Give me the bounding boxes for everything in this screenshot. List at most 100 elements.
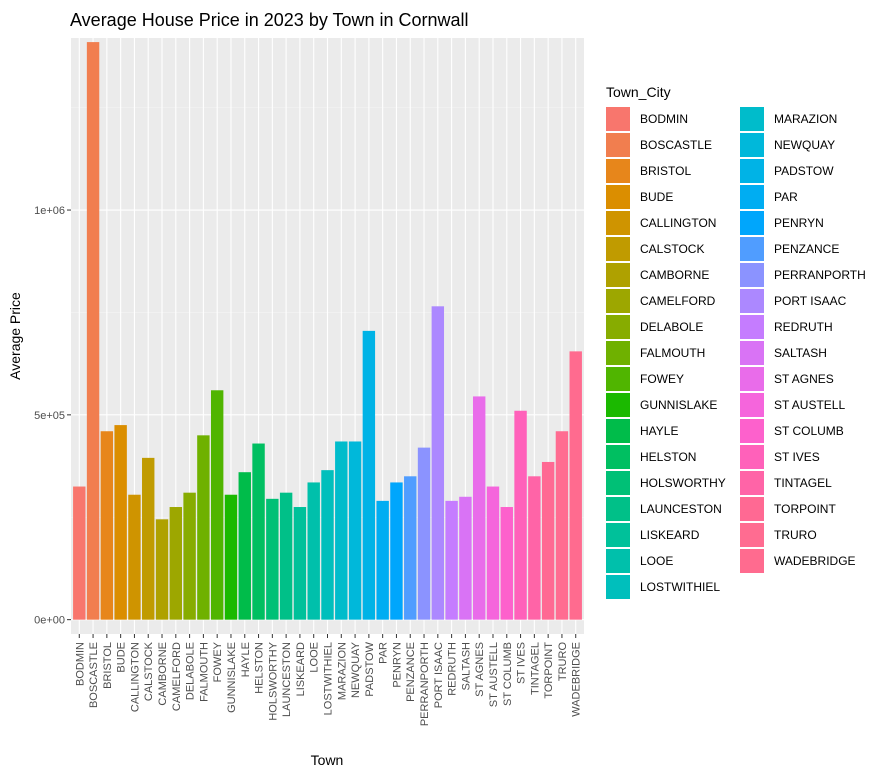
legend-swatch xyxy=(740,185,764,209)
bar-looe xyxy=(307,482,320,620)
legend-item-launceston: LAUNCESTON xyxy=(606,497,722,521)
legend-swatch xyxy=(740,419,764,443)
legend-swatch xyxy=(740,107,764,131)
x-tick-label: LOSTWITHIEL xyxy=(323,642,335,715)
legend-item-st-agnes: ST AGNES xyxy=(740,367,834,391)
legend-item-lostwithiel: LOSTWITHIEL xyxy=(606,575,720,599)
legend-label: TORPOINT xyxy=(774,502,836,516)
x-tick-label: MARAZION xyxy=(336,642,348,700)
y-axis: 0e+00 5e+05 1e+06 xyxy=(34,205,71,627)
legend-items: BODMIN BOSCASTLE BRISTOL BUDE CALLINGTON CALS… xyxy=(606,107,866,599)
legend-item-redruth: REDRUTH xyxy=(740,315,833,339)
x-tick-label: DELABOLE xyxy=(185,642,197,700)
legend-item-saltash: SALTASH xyxy=(740,341,827,365)
bar-perranporth xyxy=(417,447,431,620)
legend-swatch xyxy=(606,107,630,131)
x-tick-label: TRURO xyxy=(557,642,569,682)
legend-swatch xyxy=(606,263,630,287)
bar-torpoint xyxy=(541,461,555,620)
legend-swatch xyxy=(606,575,630,599)
legend-label: LOSTWITHIEL xyxy=(640,580,720,594)
legend-label: HOLSWORTHY xyxy=(640,476,726,490)
chart-title: Average House Price in 2023 by Town in C… xyxy=(70,10,469,30)
x-tick-label: BODMIN xyxy=(74,642,86,686)
bar-calstock xyxy=(142,457,155,620)
legend-swatch xyxy=(606,549,630,573)
bar-penzance xyxy=(404,476,417,620)
legend-item-par: PAR xyxy=(740,185,798,209)
legend-swatch xyxy=(740,341,764,365)
legend-swatch xyxy=(606,211,630,235)
x-tick-label: TINTAGEL xyxy=(529,642,541,695)
bar-bodmin xyxy=(73,486,86,620)
legend-label: CAMELFORD xyxy=(640,294,716,308)
x-tick-label: BOSCASTLE xyxy=(88,642,100,708)
legend-item-marazion: MARAZION xyxy=(740,107,837,131)
legend-item-st-austell: ST AUSTELL xyxy=(740,393,845,417)
legend: Town_City BODMIN BOSCASTLE BRISTOL BUDE CALL… xyxy=(606,84,866,599)
x-tick-label: ST AUSTELL xyxy=(488,642,500,707)
legend-swatch xyxy=(740,159,764,183)
x-tick-label: CAMBORNE xyxy=(157,642,169,706)
legend-item-gunnislake: GUNNISLAKE xyxy=(606,393,717,417)
bar-lostwithiel xyxy=(321,470,334,620)
legend-item-newquay: NEWQUAY xyxy=(740,133,835,157)
legend-item-camelford: CAMELFORD xyxy=(606,289,716,313)
legend-label: BUDE xyxy=(640,190,673,204)
x-tick-label: HELSTON xyxy=(254,642,266,694)
legend-swatch xyxy=(606,445,630,469)
x-tick-label: PERRANPORTH xyxy=(419,642,431,726)
legend-item-bodmin: BODMIN xyxy=(606,107,688,131)
legend-label: TRURO xyxy=(774,528,817,542)
legend-swatch xyxy=(606,367,630,391)
bar-truro xyxy=(555,431,569,620)
x-tick-label: GUNNISLAKE xyxy=(226,642,238,713)
bar-bude xyxy=(114,425,127,620)
legend-item-liskeard: LISKEARD xyxy=(606,523,700,547)
legend-swatch xyxy=(606,289,630,313)
legend-label: CAMBORNE xyxy=(640,268,709,282)
legend-label: ST IVES xyxy=(774,450,820,464)
bar-camborne xyxy=(155,519,169,620)
bar-wadebridge xyxy=(569,351,582,620)
legend-label: BRISTOL xyxy=(640,164,691,178)
bar-falmouth xyxy=(197,435,210,620)
legend-swatch xyxy=(606,237,630,261)
bar-st-ives xyxy=(514,410,527,620)
x-tick-label: ST AGNES xyxy=(474,642,486,697)
x-tick-label: BUDE xyxy=(116,642,128,673)
x-tick-label: PENRYN xyxy=(391,642,403,688)
x-tick-label: CAMELFORD xyxy=(171,642,183,711)
bar-par xyxy=(376,500,389,620)
legend-swatch xyxy=(740,263,764,287)
bar-penryn xyxy=(390,482,403,620)
x-tick-label: LAUNCESTON xyxy=(281,642,293,717)
legend-item-penzance: PENZANCE xyxy=(740,237,839,261)
x-tick-label: PENZANCE xyxy=(405,642,417,702)
x-tick-label: LOOE xyxy=(309,642,321,673)
legend-label: TINTAGEL xyxy=(774,476,832,490)
legend-label: HELSTON xyxy=(640,450,696,464)
legend-swatch xyxy=(606,341,630,365)
legend-item-hayle: HAYLE xyxy=(606,419,678,443)
bar-liskeard xyxy=(293,507,307,620)
legend-swatch xyxy=(740,471,764,495)
legend-swatch xyxy=(606,159,630,183)
bars xyxy=(73,42,582,620)
bar-camelford xyxy=(169,507,183,620)
legend-label: CALLINGTON xyxy=(640,216,716,230)
legend-label: PAR xyxy=(774,190,798,204)
legend-label: BOSCASTLE xyxy=(640,138,712,152)
legend-label: LISKEARD xyxy=(640,528,700,542)
x-tick-label: CALLINGTON xyxy=(129,642,141,712)
x-tick-label: FOWEY xyxy=(212,641,224,682)
legend-label: FALMOUTH xyxy=(640,346,705,360)
legend-swatch xyxy=(740,549,764,573)
bar-bristol xyxy=(100,431,114,620)
legend-label: ST COLUMB xyxy=(774,424,844,438)
legend-swatch xyxy=(740,445,764,469)
legend-item-st-ives: ST IVES xyxy=(740,445,820,469)
bar-delabole xyxy=(183,492,196,620)
legend-item-port-isaac: PORT ISAAC xyxy=(740,289,847,313)
